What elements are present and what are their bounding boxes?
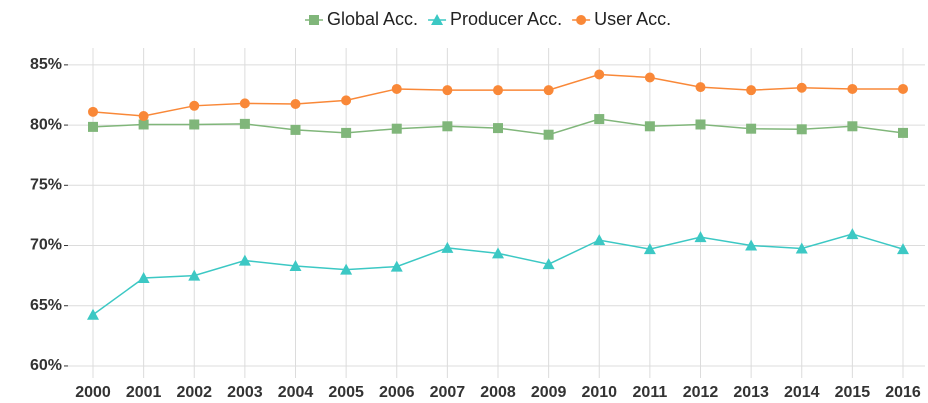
- marker: [340, 263, 353, 275]
- legend-label: Producer Acc.: [450, 9, 562, 29]
- marker: [695, 82, 706, 93]
- x-tick-label: 2007: [430, 384, 466, 401]
- legend-label: Global Acc.: [327, 9, 418, 29]
- marker: [576, 15, 587, 25]
- y-tick-label: 60%: [30, 357, 62, 374]
- marker: [189, 100, 200, 111]
- x-tick-label: 2001: [126, 384, 162, 401]
- marker: [431, 14, 444, 25]
- y-tick-label: 75%: [30, 177, 62, 194]
- marker: [341, 127, 352, 138]
- marker: [695, 119, 706, 130]
- marker: [87, 308, 99, 320]
- marker: [897, 243, 909, 255]
- legend-item: User Acc.: [572, 9, 671, 29]
- marker: [543, 85, 554, 96]
- x-tick-label: 2002: [176, 384, 212, 401]
- legend-item: Global Acc.: [305, 9, 418, 29]
- marker: [847, 83, 858, 94]
- marker: [289, 259, 302, 271]
- marker: [746, 85, 757, 96]
- x-tick-label: 2004: [278, 384, 314, 401]
- marker: [138, 111, 149, 122]
- marker: [88, 106, 98, 117]
- marker: [188, 269, 201, 281]
- y-tick-label: 85%: [30, 56, 62, 73]
- marker: [290, 124, 301, 135]
- legend-item: Producer Acc.: [428, 9, 562, 29]
- marker: [290, 99, 301, 110]
- x-tick-label: 2010: [581, 384, 617, 401]
- legend-label: User Acc.: [594, 9, 671, 29]
- marker: [441, 241, 454, 253]
- marker: [644, 72, 655, 83]
- marker: [898, 83, 908, 94]
- marker: [846, 228, 859, 240]
- marker: [341, 95, 352, 106]
- marker: [239, 118, 250, 129]
- marker: [390, 260, 403, 272]
- marker: [238, 254, 251, 266]
- x-tick-label: 2015: [835, 384, 871, 401]
- marker: [745, 239, 758, 251]
- marker: [492, 247, 504, 259]
- marker: [493, 123, 503, 134]
- x-tick-label: 2008: [480, 384, 516, 401]
- marker: [643, 243, 656, 255]
- y-tick-label: 70%: [30, 237, 62, 254]
- marker: [644, 121, 655, 132]
- marker: [493, 85, 503, 96]
- x-tick-label: 2016: [885, 384, 921, 401]
- x-tick-label: 2003: [227, 384, 263, 401]
- marker: [796, 124, 807, 135]
- x-tick-label: 2014: [784, 384, 820, 401]
- marker: [442, 121, 453, 132]
- marker: [593, 234, 606, 246]
- marker: [594, 114, 605, 125]
- marker: [796, 82, 807, 93]
- marker: [309, 15, 319, 25]
- marker: [239, 98, 250, 109]
- x-tick-label: 2009: [531, 384, 567, 401]
- marker: [898, 127, 908, 138]
- x-tick-label: 2011: [633, 384, 668, 401]
- y-tick-label: 65%: [30, 297, 62, 314]
- x-tick-label: 2012: [683, 384, 719, 401]
- marker: [137, 272, 150, 284]
- marker: [442, 85, 453, 96]
- marker: [594, 69, 605, 80]
- marker: [138, 119, 149, 130]
- marker: [694, 231, 707, 243]
- marker: [391, 123, 402, 134]
- marker: [746, 123, 757, 134]
- marker: [189, 119, 200, 130]
- x-tick-label: 2013: [733, 384, 769, 401]
- marker: [88, 121, 98, 132]
- x-tick-label: 2005: [328, 384, 364, 401]
- marker: [795, 242, 808, 254]
- marker: [542, 258, 555, 270]
- marker: [543, 129, 554, 140]
- x-tick-label: 2006: [379, 384, 415, 401]
- marker: [847, 121, 858, 132]
- y-tick-label: 80%: [30, 116, 62, 133]
- x-tick-label: 2000: [75, 384, 111, 401]
- marker: [391, 83, 402, 94]
